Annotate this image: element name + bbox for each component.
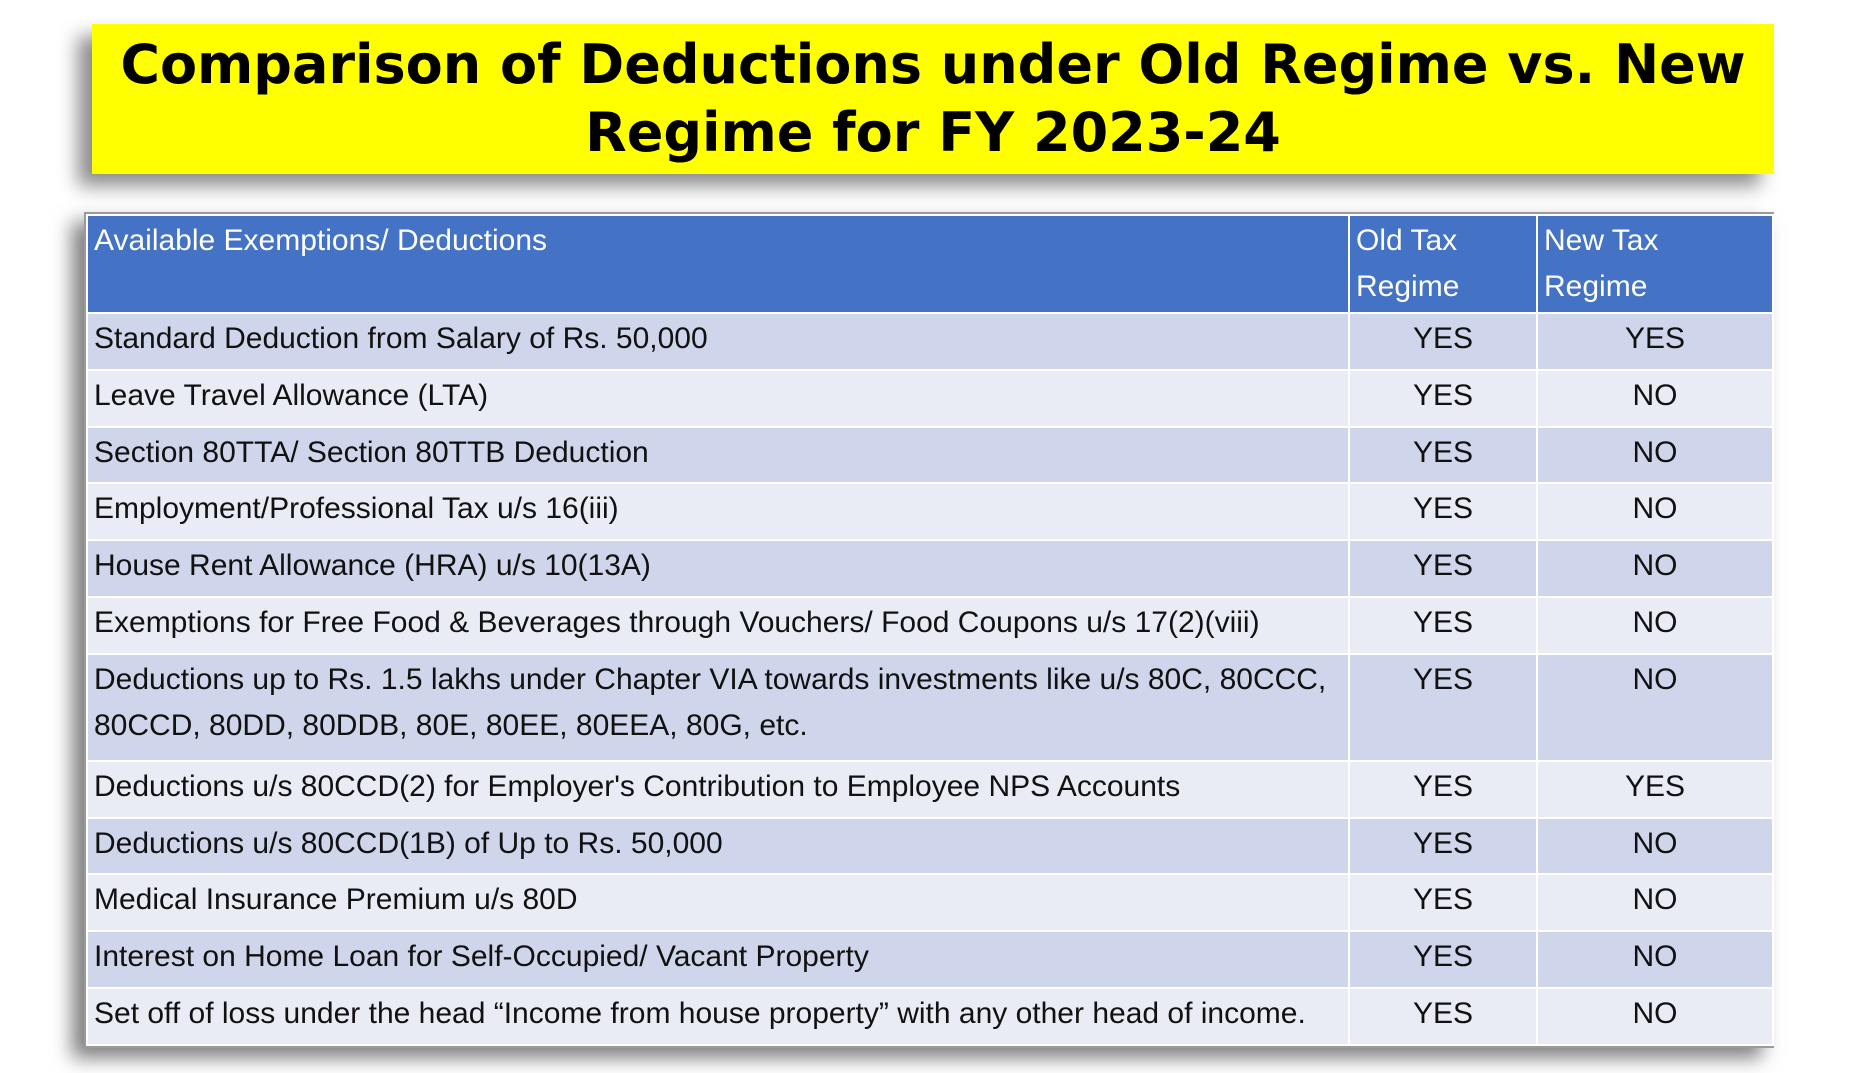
- old-regime-value: YES: [1348, 930, 1538, 990]
- deduction-name: Deductions u/s 80CCD(1B) of Up to Rs. 50…: [86, 816, 1350, 876]
- new-regime-value: NO: [1536, 368, 1774, 428]
- new-regime-value: NO: [1536, 652, 1774, 762]
- table-row: Employment/Professional Tax u/s 16(iii) …: [86, 482, 1774, 542]
- old-regime-value: YES: [1348, 873, 1538, 933]
- old-regime-value: YES: [1348, 816, 1538, 876]
- table-row: Leave Travel Allowance (LTA) YES NO: [86, 368, 1774, 428]
- table-row: Deductions u/s 80CCD(1B) of Up to Rs. 50…: [86, 816, 1774, 876]
- new-regime-value: NO: [1536, 539, 1774, 598]
- new-regime-value: NO: [1536, 425, 1774, 485]
- old-regime-value: YES: [1348, 368, 1538, 428]
- comparison-table-container: Available Exemptions/ Deductions Old Tax…: [84, 212, 1774, 1048]
- new-regime-value: NO: [1536, 873, 1774, 933]
- old-regime-value: YES: [1348, 652, 1538, 762]
- old-regime-value: YES: [1348, 987, 1538, 1046]
- new-regime-value: YES: [1536, 312, 1774, 371]
- deduction-name: Deductions u/s 80CCD(2) for Employer's C…: [86, 759, 1350, 819]
- table-row: Exemptions for Free Food & Beverages thr…: [86, 595, 1774, 655]
- page-title: Comparison of Deductions under Old Regim…: [120, 33, 1746, 164]
- table-row: Interest on Home Loan for Self-Occupied/…: [86, 930, 1774, 990]
- new-regime-value: YES: [1536, 759, 1774, 819]
- header-deductions: Available Exemptions/ Deductions: [86, 214, 1350, 314]
- old-regime-value: YES: [1348, 312, 1538, 371]
- old-regime-value: YES: [1348, 425, 1538, 485]
- old-regime-value: YES: [1348, 539, 1538, 598]
- old-regime-value: YES: [1348, 595, 1538, 655]
- new-regime-value: NO: [1536, 930, 1774, 990]
- table-row: Deductions u/s 80CCD(2) for Employer's C…: [86, 759, 1774, 819]
- table-row: Medical Insurance Premium u/s 80D YES NO: [86, 873, 1774, 933]
- table-row: Deductions up to Rs. 1.5 lakhs under Cha…: [86, 652, 1774, 762]
- table-row: Standard Deduction from Salary of Rs. 50…: [86, 312, 1774, 371]
- deduction-name: House Rent Allowance (HRA) u/s 10(13A): [86, 539, 1350, 598]
- deduction-name: Section 80TTA/ Section 80TTB Deduction: [86, 425, 1350, 485]
- new-regime-value: NO: [1536, 816, 1774, 876]
- deduction-name: Interest on Home Loan for Self-Occupied/…: [86, 930, 1350, 990]
- new-regime-value: NO: [1536, 482, 1774, 542]
- deduction-name: Set off of loss under the head “Income f…: [86, 987, 1350, 1046]
- deduction-name: Leave Travel Allowance (LTA): [86, 368, 1350, 428]
- new-regime-value: NO: [1536, 987, 1774, 1046]
- deduction-name: Exemptions for Free Food & Beverages thr…: [86, 595, 1350, 655]
- table-row: Section 80TTA/ Section 80TTB Deduction Y…: [86, 425, 1774, 485]
- table-row: House Rent Allowance (HRA) u/s 10(13A) Y…: [86, 539, 1774, 598]
- deduction-name: Medical Insurance Premium u/s 80D: [86, 873, 1350, 933]
- comparison-table: Available Exemptions/ Deductions Old Tax…: [86, 214, 1774, 1046]
- table-row: Set off of loss under the head “Income f…: [86, 987, 1774, 1046]
- table-header-row: Available Exemptions/ Deductions Old Tax…: [86, 214, 1774, 314]
- deduction-name: Standard Deduction from Salary of Rs. 50…: [86, 312, 1350, 371]
- old-regime-value: YES: [1348, 759, 1538, 819]
- deduction-name: Employment/Professional Tax u/s 16(iii): [86, 482, 1350, 542]
- header-new-regime: New Tax Regime: [1536, 214, 1774, 314]
- header-old-regime: Old Tax Regime: [1348, 214, 1538, 314]
- old-regime-value: YES: [1348, 482, 1538, 542]
- title-banner: Comparison of Deductions under Old Regim…: [92, 24, 1774, 174]
- new-regime-value: NO: [1536, 595, 1774, 655]
- deduction-name: Deductions up to Rs. 1.5 lakhs under Cha…: [86, 652, 1350, 762]
